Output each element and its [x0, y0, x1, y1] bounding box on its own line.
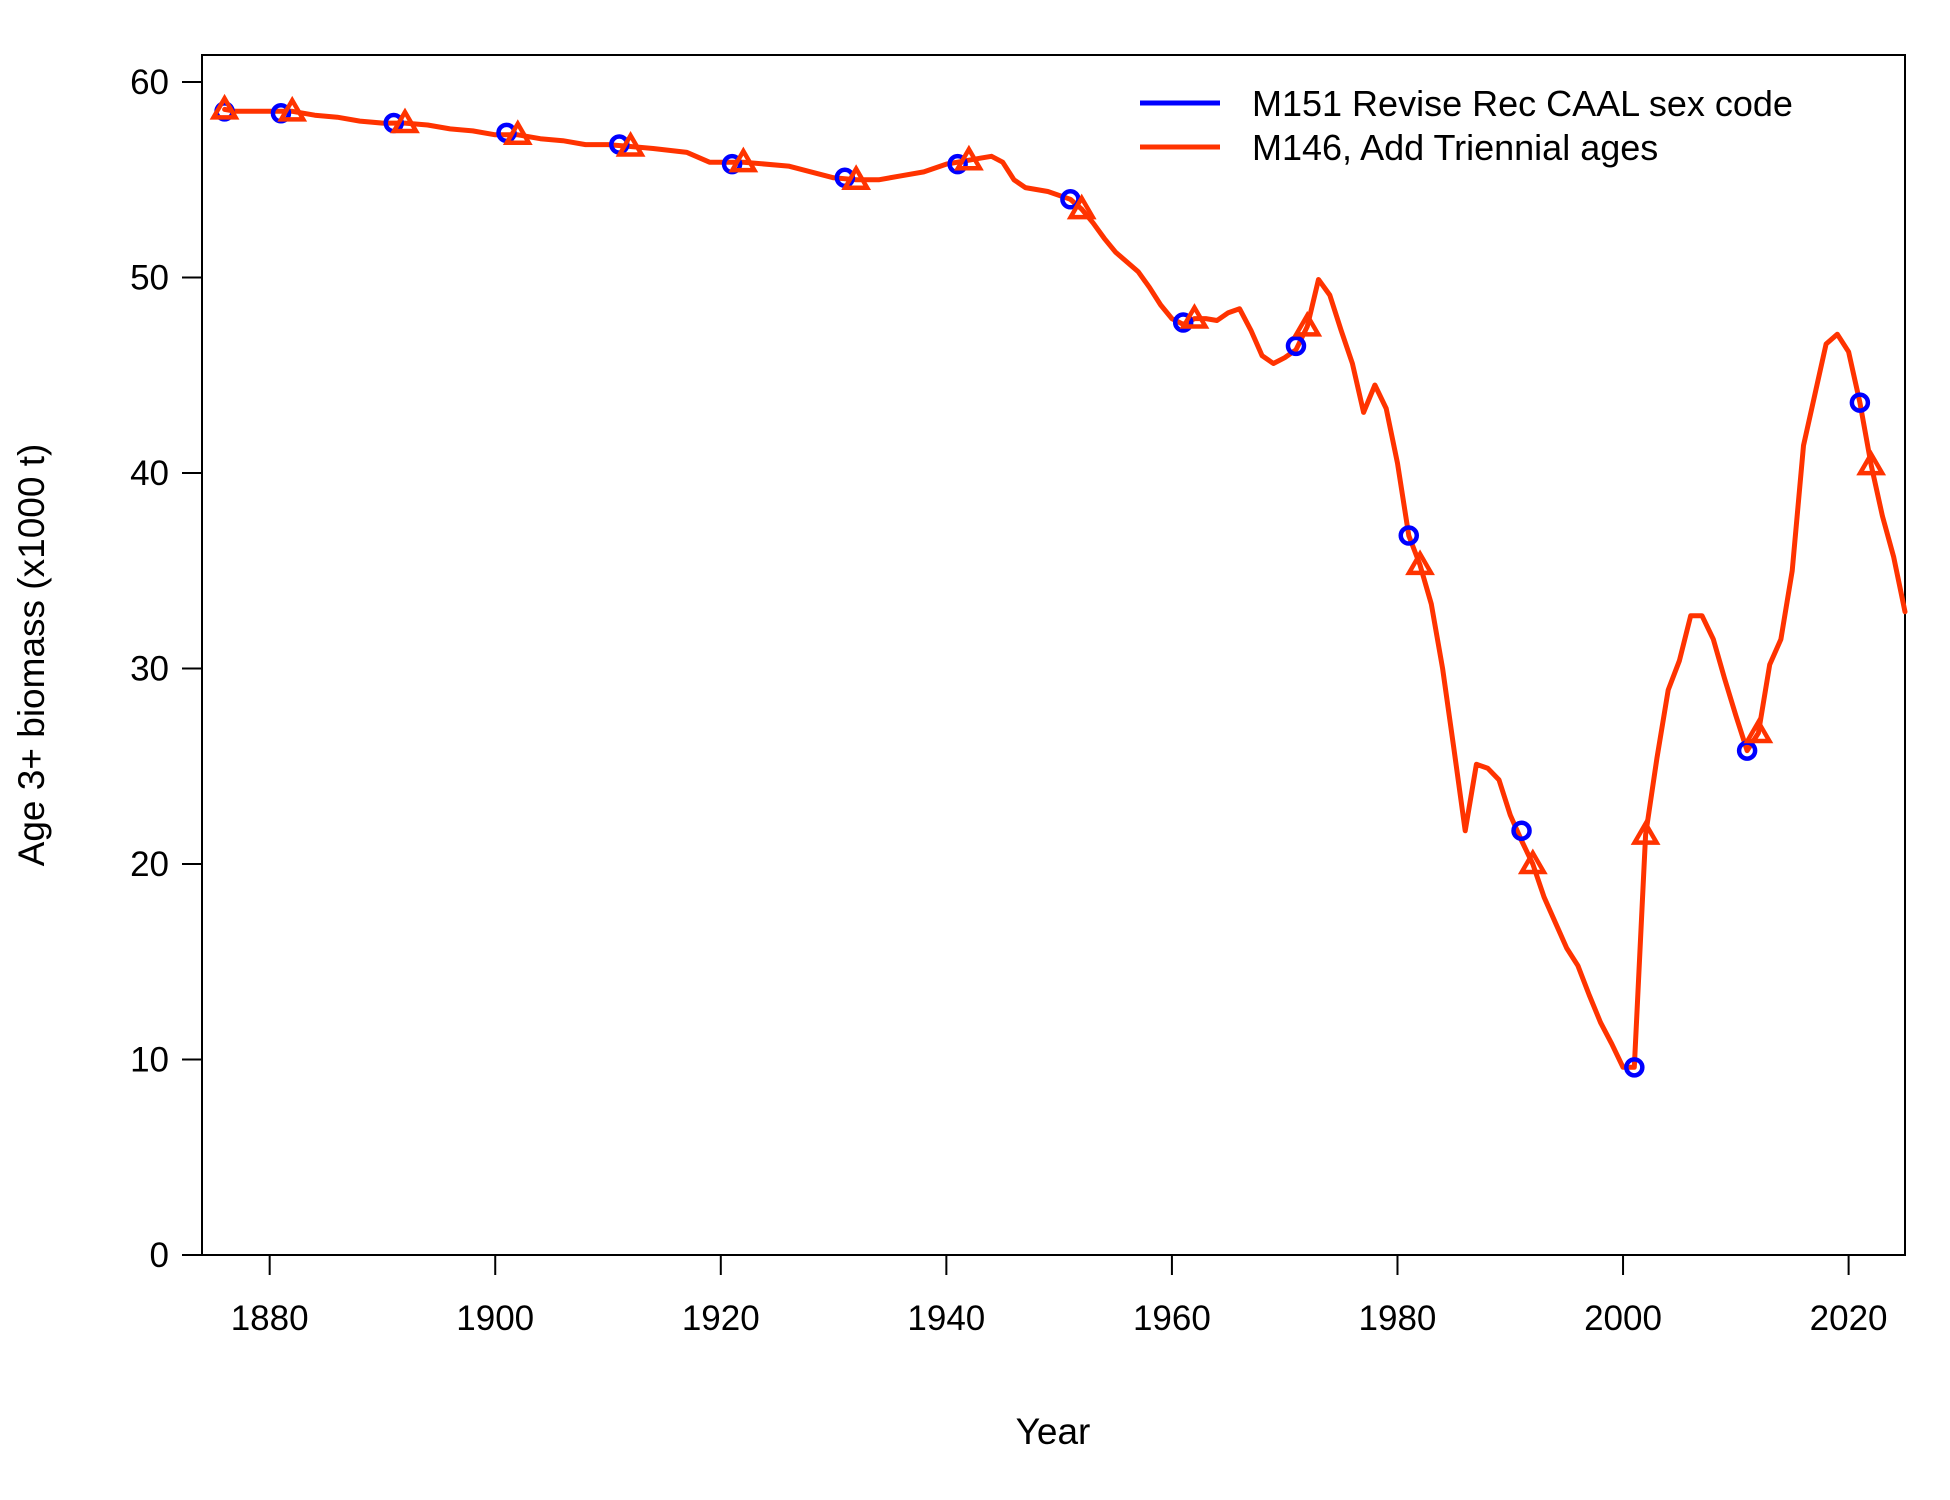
legend-label-m151: M151 Revise Rec CAAL sex code — [1252, 83, 1793, 124]
series-line-m146 — [222, 106, 1908, 1070]
y-tick-label: 40 — [130, 454, 169, 493]
marker-triangle-m146 — [1405, 549, 1435, 576]
marker-triangle-m146 — [954, 144, 984, 171]
x-tick-label: 1920 — [682, 1299, 760, 1338]
legend: M151 Revise Rec CAAL sex code M146, Add … — [1140, 83, 1793, 168]
x-axis: 1880 1900 1920 1940 1960 1980 2000 2020 — [231, 1254, 1888, 1338]
marker-triangle-m146 — [1066, 193, 1097, 220]
x-tick-label: 1980 — [1359, 1299, 1437, 1338]
series-layer — [209, 93, 1908, 1078]
marker-circle-m151 — [947, 153, 968, 175]
marker-triangle-m146 — [615, 131, 646, 157]
marker-circle-m151 — [1398, 525, 1420, 546]
y-tick-label: 0 — [150, 1236, 169, 1275]
y-axis: 0 10 20 30 40 50 60 — [130, 63, 203, 1275]
marker-triangle-m146 — [1630, 819, 1661, 845]
marker-triangle-m146 — [390, 107, 420, 134]
marker-triangle-m146 — [1292, 310, 1323, 337]
x-tick-label: 1880 — [231, 1299, 309, 1338]
x-tick-label: 1960 — [1133, 1299, 1211, 1338]
marker-triangle-m146 — [1743, 717, 1774, 744]
marker-circle-m151 — [1624, 1057, 1645, 1078]
x-tick-label: 1940 — [907, 1299, 985, 1338]
marker-triangle-m146 — [728, 146, 759, 173]
y-axis-title: Age 3+ biomass (x1000 t) — [11, 444, 52, 867]
y-tick-label: 30 — [130, 650, 169, 689]
marker-triangle-m146 — [502, 119, 533, 146]
marker-triangle-m146 — [1856, 449, 1887, 476]
x-tick-label: 2000 — [1584, 1299, 1662, 1338]
x-axis-title: Year — [1016, 1411, 1091, 1452]
y-tick-label: 60 — [130, 63, 169, 102]
marker-triangle-m146 — [209, 93, 240, 120]
marker-circle-m151 — [1511, 820, 1532, 842]
y-tick-label: 50 — [130, 259, 169, 298]
plot-frame — [201, 54, 1906, 1256]
x-tick-label: 1900 — [456, 1299, 534, 1338]
marker-triangle-m146 — [1517, 848, 1548, 875]
marker-circle-m151 — [1285, 335, 1307, 357]
x-tick-label: 2020 — [1810, 1299, 1888, 1338]
marker-triangle-m146 — [1179, 303, 1210, 329]
marker-circle-m151 — [1172, 312, 1194, 333]
marker-triangle-m146 — [277, 95, 308, 122]
legend-label-m146: M146, Add Triennial ages — [1252, 127, 1658, 168]
marker-circle-m151 — [1849, 392, 1871, 413]
y-tick-label: 20 — [130, 845, 169, 884]
marker-triangle-m146 — [841, 164, 872, 190]
y-tick-label: 10 — [130, 1041, 169, 1080]
